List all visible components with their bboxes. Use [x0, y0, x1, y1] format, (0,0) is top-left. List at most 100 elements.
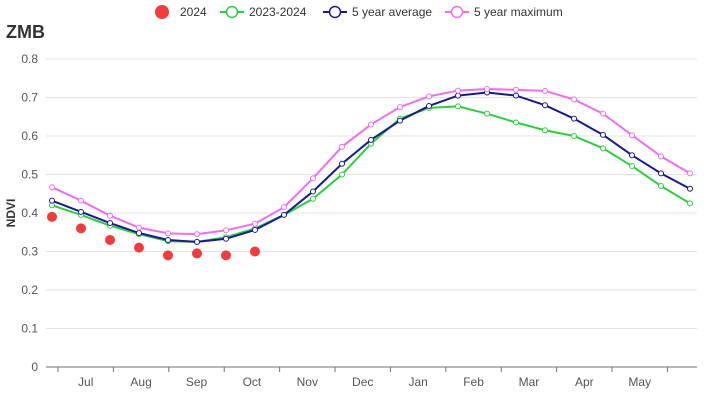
data-point — [455, 92, 461, 99]
x-tick-label: Apr — [575, 375, 594, 389]
data-point — [542, 87, 548, 94]
y-tick-label: 0.6 — [21, 129, 38, 143]
data-point — [455, 103, 461, 110]
data-point — [484, 110, 490, 117]
data-point — [221, 250, 231, 261]
data-point — [136, 224, 142, 231]
x-tick-label: Nov — [297, 375, 318, 389]
data-point — [571, 96, 577, 103]
axes: 0 0.1 0.2 0.3 0.4 0.5 0.6 0.7 0.8 Jul Aug Sep Oct Nov… — [21, 52, 697, 389]
x-tick-label: Aug — [130, 375, 151, 389]
data-point — [250, 246, 260, 257]
legend-item[interactable]: 2024 — [155, 5, 207, 19]
data-point — [281, 211, 287, 218]
data-point — [513, 119, 519, 126]
data-point — [165, 230, 171, 237]
legend-marker — [225, 5, 239, 19]
x-tick-label: Mar — [519, 375, 540, 389]
data-point — [600, 131, 606, 138]
y-tick-label: 0.7 — [21, 91, 38, 105]
data-point — [76, 223, 86, 234]
legend-label: 2023-2024 — [249, 5, 307, 19]
data-point — [629, 163, 635, 170]
data-point — [105, 234, 115, 245]
x-tick-label: Sep — [186, 375, 208, 389]
data-point — [484, 86, 490, 93]
y-tick-label: 0.3 — [21, 245, 38, 259]
data-point — [513, 92, 519, 99]
legend-marker — [155, 5, 169, 19]
data-point — [658, 153, 664, 160]
data-point — [192, 248, 202, 259]
data-point — [252, 226, 258, 233]
x-tick-label: Dec — [352, 375, 373, 389]
data-point — [49, 197, 55, 204]
series-line — [51, 88, 691, 236]
data-point — [658, 183, 664, 190]
data-point — [600, 145, 606, 152]
data-point — [600, 110, 606, 117]
data-point — [542, 127, 548, 134]
legend-marker — [450, 5, 464, 19]
data-point — [165, 236, 171, 243]
data-point — [49, 184, 55, 191]
data-point — [134, 242, 144, 253]
data-point — [339, 143, 345, 150]
data-point — [368, 136, 374, 143]
data-point — [426, 102, 432, 109]
data-point — [687, 170, 693, 177]
x-tick-label: Jul — [78, 375, 93, 389]
x-tick-label: Oct — [243, 375, 262, 389]
y-tick-label: 0.8 — [21, 52, 38, 66]
data-point — [223, 235, 229, 242]
series-5-year-maximum — [49, 86, 693, 238]
legend-label: 5 year maximum — [474, 5, 563, 19]
x-tick-label: Feb — [463, 375, 484, 389]
legend-item[interactable]: 2023-2024 — [220, 5, 307, 19]
data-point — [571, 133, 577, 139]
legend[interactable]: 2024 2023-2024 5 year average 5 year maximu… — [155, 5, 563, 19]
series-layer — [47, 86, 693, 261]
data-point — [687, 200, 693, 207]
data-point — [687, 185, 693, 192]
data-point — [78, 197, 84, 204]
data-point — [397, 117, 403, 124]
data-point — [194, 238, 200, 245]
data-point — [542, 102, 548, 109]
legend-label: 2024 — [180, 5, 207, 19]
data-point — [281, 204, 287, 211]
x-tick-label: May — [628, 375, 651, 389]
data-point — [629, 152, 635, 159]
data-point — [629, 132, 635, 139]
y-tick-label: 0.2 — [21, 283, 38, 297]
grid — [46, 58, 697, 329]
data-point — [78, 208, 84, 215]
series-2024 — [47, 211, 260, 261]
y-tick-label: 0 — [31, 360, 38, 374]
data-point — [571, 115, 577, 122]
y-tick-label: 0.4 — [21, 206, 38, 220]
data-point — [252, 220, 258, 227]
data-point — [107, 220, 113, 227]
y-tick-label: 0.1 — [21, 322, 38, 336]
data-point — [397, 104, 403, 111]
data-point — [310, 188, 316, 195]
data-point — [47, 211, 57, 222]
data-point — [310, 195, 316, 202]
data-point — [310, 175, 316, 182]
data-point — [194, 231, 200, 238]
data-point — [163, 250, 173, 261]
legend-item[interactable]: 5 year maximum — [445, 5, 563, 19]
legend-item[interactable]: 5 year average — [323, 5, 432, 19]
data-point — [658, 170, 664, 177]
data-point — [339, 171, 345, 178]
data-point — [426, 93, 432, 100]
y-axis-label: NDVI — [4, 199, 18, 228]
data-point — [107, 212, 113, 219]
series-line — [51, 91, 691, 243]
legend-marker — [328, 5, 342, 19]
series-5-year-average — [49, 89, 693, 245]
data-point — [136, 230, 142, 237]
legend-label: 5 year average — [352, 5, 432, 19]
